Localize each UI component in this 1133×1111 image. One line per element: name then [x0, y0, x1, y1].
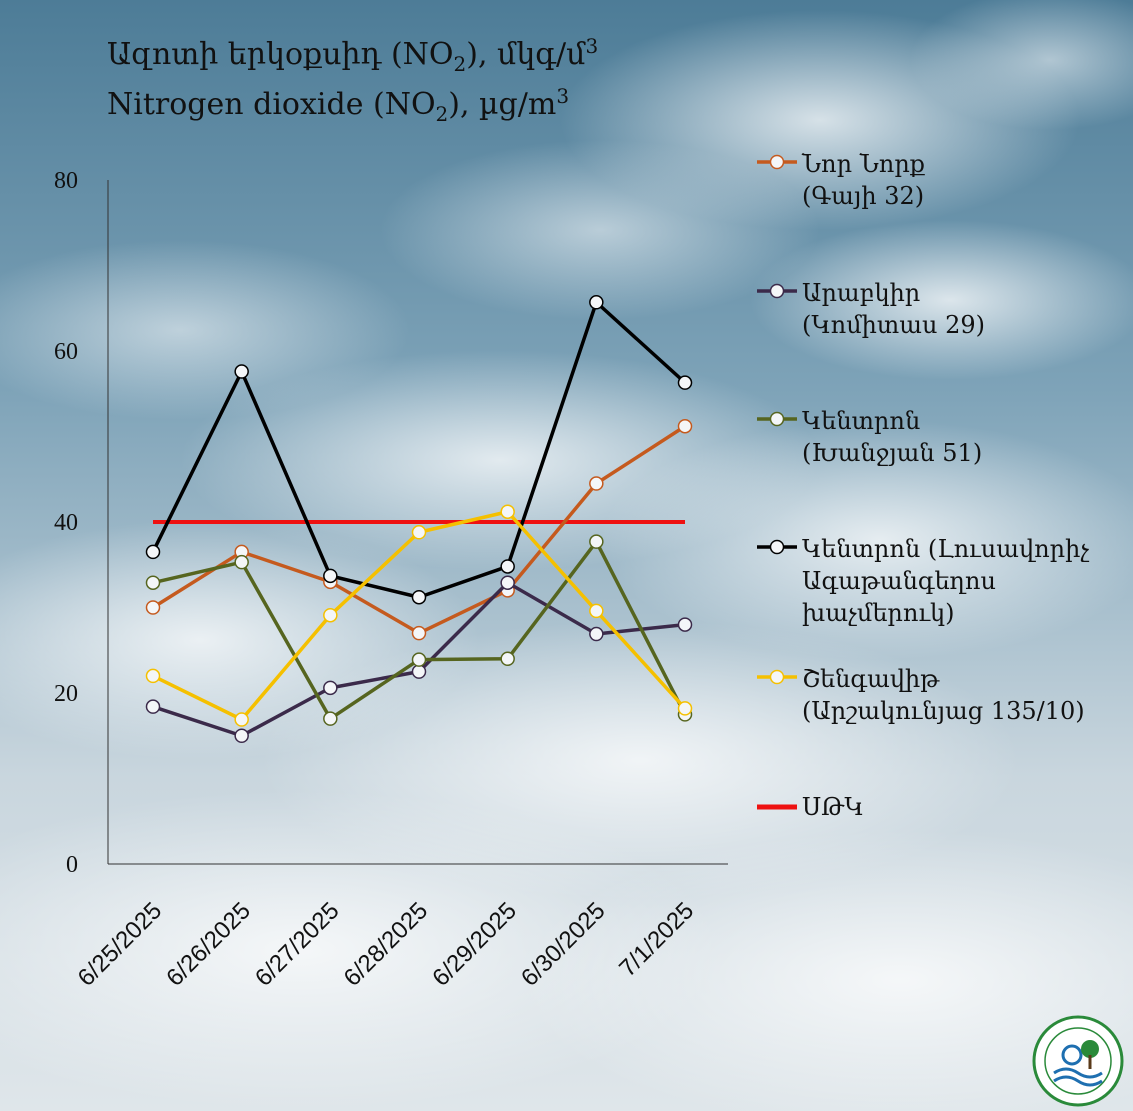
- data-point: [145, 544, 161, 560]
- legend-swatch: [757, 154, 797, 170]
- legend-label-line: Կենտրոն: [802, 407, 921, 435]
- legend-label-line: Կենտրոն (Լուսավորիչ: [802, 535, 1090, 563]
- y-tick-label: 40: [54, 510, 78, 536]
- data-point: [323, 568, 338, 584]
- x-tick-label: 7/1/2025: [614, 897, 699, 982]
- data-point: [234, 554, 249, 570]
- data-point: [411, 664, 427, 679]
- legend-swatch: [757, 283, 797, 299]
- legend-label-line: (Խանջյան 51): [802, 439, 983, 467]
- legend-swatch: [757, 804, 797, 810]
- legend-label-line: (Գայի 32): [802, 182, 925, 210]
- data-point: [589, 626, 604, 642]
- data-point: [589, 534, 604, 549]
- x-tick-label: 6/27/2025: [250, 897, 345, 992]
- series-line: [151, 300, 687, 599]
- legend-label-line: Ագաթանգեղոս: [802, 567, 996, 595]
- legend-label: Նոր Նորք (Գայի 32): [802, 148, 925, 212]
- legend-swatch: [757, 411, 797, 427]
- x-tick-label: 6/26/2025: [161, 897, 256, 992]
- legend-label-line: (Կոմիտաս 29): [802, 311, 985, 339]
- x-tick-label: 6/29/2025: [427, 897, 522, 992]
- legend-label: Շենգավիթ (Արշակունյաց 135/10): [802, 663, 1085, 727]
- data-point: [323, 607, 338, 623]
- data-point: [145, 600, 161, 615]
- data-point: [589, 603, 604, 619]
- legend-label-line: Շենգավիթ: [802, 665, 940, 693]
- x-tick-label: 6/28/2025: [339, 897, 434, 992]
- legend-label: Կենտրոն (Լուսավորիչ Ագաթանգեղոս խաչմերուկ): [802, 533, 1089, 629]
- x-axis-ticks: 6/25/20256/26/20256/27/20256/28/20256/29…: [73, 897, 700, 992]
- legend-label-line: Արաբկիր: [802, 279, 921, 307]
- y-tick-label: 0: [66, 852, 78, 878]
- legend-label: Կենտրոն (Խանջյան 51): [802, 405, 982, 469]
- monitoring-center-logo: [1032, 1015, 1124, 1107]
- y-tick-label: 20: [54, 681, 78, 707]
- legend-label-line: Նոր Նորք: [802, 150, 926, 178]
- legend-label-line: (Արշակունյաց 135/10): [802, 697, 1085, 725]
- data-point: [234, 728, 249, 743]
- legend-swatch: [757, 669, 797, 685]
- data-point: [589, 295, 604, 310]
- data-point: [677, 418, 693, 434]
- legend-swatch: [757, 539, 797, 555]
- legend-label-line: խաչմերուկ): [802, 599, 955, 627]
- series-1: [145, 418, 693, 641]
- y-tick-label: 80: [54, 168, 78, 194]
- data-point: [323, 680, 338, 696]
- data-point: [500, 575, 515, 590]
- data-point: [677, 375, 693, 390]
- series-5: [145, 504, 693, 727]
- data-point: [234, 712, 249, 727]
- legend-label: ՍԹԿ: [802, 793, 864, 821]
- series-layer: [145, 295, 693, 743]
- data-point: [234, 364, 249, 379]
- legend-label: Արաբկիր (Կոմիտաս 29): [802, 277, 985, 341]
- data-point: [589, 476, 604, 491]
- data-point: [145, 699, 161, 714]
- data-point: [500, 559, 515, 574]
- chart-axes: [107, 180, 728, 865]
- data-point: [145, 575, 161, 590]
- y-axis-ticks: 0 20 40 60 80: [54, 168, 78, 878]
- x-tick-label: 6/30/2025: [516, 897, 611, 992]
- data-point: [411, 589, 427, 605]
- data-point: [145, 668, 161, 684]
- chart-title-line-2: Nitrogen dioxide (NO2), µg/m3: [107, 84, 570, 126]
- data-point: [323, 711, 338, 726]
- data-point: [677, 617, 693, 632]
- data-point: [411, 525, 427, 540]
- x-tick-label: 6/25/2025: [73, 897, 168, 992]
- series-4: [145, 295, 693, 605]
- series-2: [145, 575, 693, 743]
- data-point: [411, 652, 427, 667]
- y-tick-label: 60: [54, 339, 78, 365]
- data-point: [500, 504, 515, 519]
- data-point: [500, 651, 515, 667]
- data-point: [411, 625, 427, 641]
- data-point: [677, 701, 693, 716]
- series-line: [152, 509, 687, 722]
- chart-title-line-1: Ազոտի երկօքսիդ (NO2), մկգ/մ3: [107, 34, 599, 76]
